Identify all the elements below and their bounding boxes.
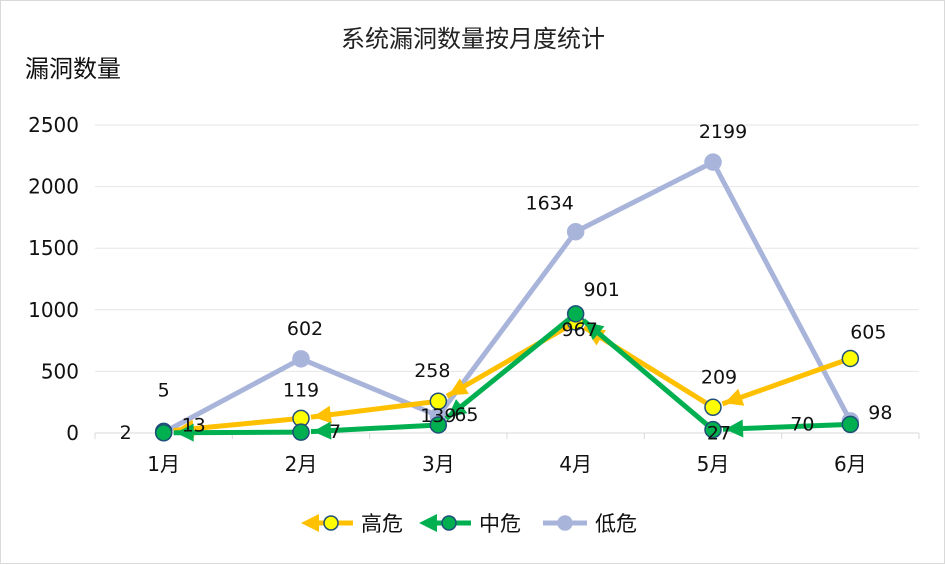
data-point (292, 350, 310, 368)
legend: 高危 中危 低危 (301, 512, 637, 536)
y-tick-label: 2000 (28, 175, 79, 199)
series-segment (722, 421, 851, 432)
data-point (704, 398, 722, 417)
line-arrowhead (584, 321, 605, 341)
line-arrowhead (312, 405, 332, 424)
x-tick-label: 3月 (422, 452, 455, 476)
legend-marker (441, 515, 457, 531)
y-tick-label: 0 (66, 421, 79, 445)
x-tick-label: 1月 (147, 452, 180, 476)
series-segment (310, 398, 439, 420)
y-tick-label: 1000 (28, 298, 79, 322)
data-label: 5 (158, 379, 170, 401)
data-label: 70 (790, 413, 814, 435)
line-arrowhead (447, 399, 468, 418)
legend-label: 高危 (361, 512, 403, 536)
x-axis-ticks: 1月 2月 3月 4月 5月 6月 (147, 452, 866, 476)
data-point (566, 305, 585, 323)
x-tick-label: 2月 (285, 452, 318, 476)
series-segment (161, 356, 304, 435)
series-segment (581, 318, 715, 432)
line-arrowhead (724, 388, 745, 406)
data-label: 2199 (699, 121, 747, 143)
x-tick-label: 4月 (559, 452, 592, 476)
x-tick-label: 6月 (834, 452, 867, 476)
data-label: 1634 (525, 193, 573, 215)
series-0 (154, 313, 860, 441)
series-lines (154, 153, 860, 442)
y-tick-label: 2500 (28, 113, 79, 137)
legend-item: 低危 (543, 512, 637, 536)
data-label: 605 (850, 321, 886, 343)
y-tick-label: 500 (41, 359, 79, 383)
series-2 (154, 153, 860, 442)
gridlines (94, 124, 920, 439)
data-label: 209 (701, 366, 737, 388)
data-label: 98 (868, 402, 892, 424)
series-segment (445, 319, 577, 399)
series-segment (173, 429, 302, 436)
data-point (429, 392, 448, 410)
legend-marker (323, 515, 339, 531)
series-segment (444, 311, 578, 421)
line-arrowhead (312, 421, 332, 440)
data-point (704, 420, 722, 439)
line-arrowhead (448, 378, 469, 396)
x-tick-label: 5月 (697, 452, 730, 476)
data-point (566, 222, 585, 241)
data-label: 602 (287, 318, 323, 340)
legend-marker (557, 515, 573, 531)
legend-label: 低危 (595, 512, 637, 536)
line-arrowhead (175, 423, 194, 442)
data-label: 7 (329, 421, 341, 443)
data-label: 139 (420, 405, 456, 427)
series-1 (154, 305, 860, 442)
data-point (292, 423, 310, 441)
data-label: 2 (120, 422, 132, 444)
data-label: 119 (283, 379, 319, 401)
chart-title: 系统漏洞数量按月度统计 (341, 25, 605, 53)
data-label: 13 (182, 414, 206, 436)
series-segment (721, 356, 852, 407)
data-point (841, 415, 860, 434)
y-axis-label: 漏洞数量 (25, 55, 121, 83)
series-segment (710, 159, 853, 424)
line-arrowhead (724, 419, 744, 438)
data-point (154, 424, 173, 442)
legend-item: 高危 (301, 512, 403, 536)
data-label: 967 (562, 319, 598, 341)
line-arrowhead (419, 514, 437, 532)
series-segment (310, 422, 439, 435)
legend-label: 中危 (479, 512, 521, 536)
data-point (429, 416, 448, 434)
data-label: 27 (707, 423, 731, 445)
series-segment (173, 415, 302, 433)
legend-item: 中危 (419, 512, 521, 536)
y-axis-ticks: 0 500 1000 1500 2000 2500 (28, 113, 79, 445)
line-arrowhead (301, 514, 319, 532)
data-label: 65 (454, 404, 478, 426)
data-point (704, 153, 722, 171)
data-point (841, 349, 860, 368)
data-label: 258 (414, 360, 450, 382)
y-tick-label: 1500 (28, 236, 79, 260)
series-segment (573, 159, 716, 235)
data-label: 901 (584, 279, 620, 301)
